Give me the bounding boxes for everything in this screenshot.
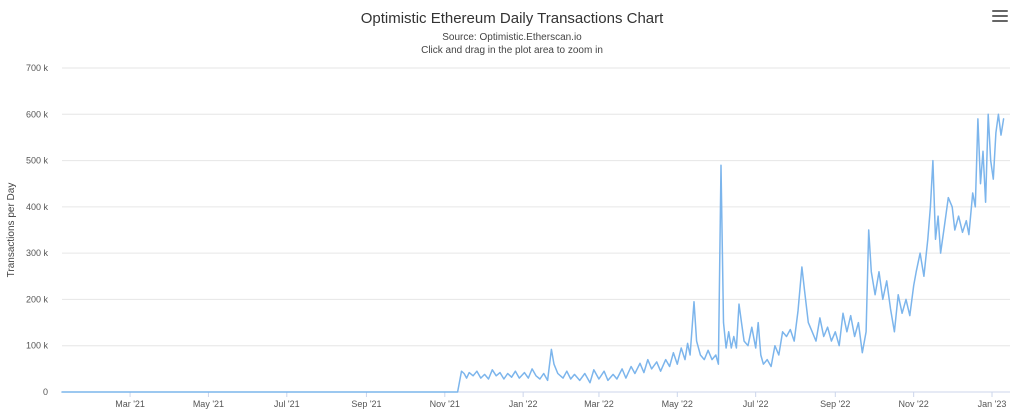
menu-bar-2 — [992, 15, 1008, 17]
x-tick-label: Nov '21 — [430, 399, 460, 409]
x-tick-label: Sep '21 — [351, 399, 381, 409]
x-tick-label: Mar '22 — [584, 399, 614, 409]
x-tick-label: Mar '21 — [115, 399, 145, 409]
y-tick-label: 700 k — [26, 63, 49, 73]
menu-bar-3 — [992, 20, 1008, 22]
x-axis-ticks: Mar '21 May '21 Jul '21 Sep '21 Nov '21 Jan '… — [115, 392, 1006, 409]
menu-bar-1 — [992, 10, 1008, 12]
x-tick-label: Nov '22 — [899, 399, 929, 409]
y-tick-label: 600 k — [26, 109, 49, 119]
y-axis-label: Transactions per Day — [6, 183, 17, 278]
plot-area[interactable] — [61, 113, 1005, 393]
y-tick-label: 300 k — [26, 248, 49, 258]
y-axis-ticks: 0 100 k 200 k 300 k 400 k 500 k 600 k 700 k — [26, 63, 49, 397]
chart-title: Optimistic Ethereum Daily Transactions C… — [361, 10, 664, 27]
x-tick-label: Sep '22 — [820, 399, 850, 409]
hamburger-menu-icon[interactable] — [992, 10, 1008, 24]
y-tick-label: 100 k — [26, 341, 49, 351]
y-tick-label: 0 — [43, 387, 48, 397]
y-tick-label: 400 k — [26, 202, 49, 212]
x-tick-label: Jul '22 — [743, 399, 769, 409]
series-line-transactions[interactable] — [61, 113, 1005, 393]
x-tick-label: Jan '23 — [978, 399, 1007, 409]
chart-subtitle-source: Source: Optimistic.Etherscan.io — [442, 32, 582, 43]
y-tick-label: 200 k — [26, 294, 49, 304]
x-tick-label: Jul '21 — [274, 399, 300, 409]
x-tick-label: Jan '22 — [509, 399, 538, 409]
x-tick-label: May '21 — [193, 399, 224, 409]
y-tick-label: 500 k — [26, 156, 49, 166]
chart-subtitle-zoom-hint: Click and drag in the plot area to zoom … — [421, 45, 603, 56]
gridlines — [62, 67, 1010, 393]
x-tick-label: May '22 — [662, 399, 693, 409]
